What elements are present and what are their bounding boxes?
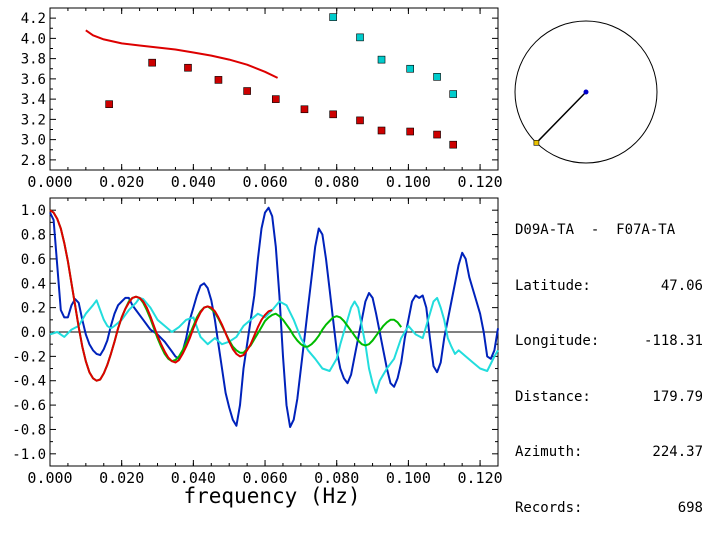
- azimuth-compass: [514, 20, 658, 164]
- red-data-point: [406, 127, 414, 136]
- cyan-data-point: [433, 73, 441, 81]
- y-tick-label: 4.0: [21, 31, 46, 47]
- top-plot-frame: [49, 7, 499, 171]
- blue-series-line: [49, 206, 499, 428]
- red-data-point: [449, 140, 458, 149]
- x-tick-label: 0.000: [27, 469, 72, 487]
- station-info-panel: D09A-TA - F07A-TA Latitude: 47.06 Longitu…: [515, 184, 702, 536]
- red-data-point: [214, 76, 223, 84]
- red-data-point: [356, 116, 364, 125]
- info-value: 224.37: [652, 444, 702, 460]
- azimuth-line: [535, 91, 587, 144]
- station-center-marker: [583, 89, 589, 95]
- cyan-data-point: [406, 64, 414, 73]
- x-axis-label: frequency (Hz): [183, 484, 360, 508]
- top-axes: 0.000 0.020 0.040 0.060 0.080 0.100 0.120 2.8 3.…: [21, 8, 503, 191]
- red-data-point: [433, 130, 441, 139]
- x-tick-label: 0.040: [171, 173, 216, 191]
- info-row-records: Records: 698: [515, 499, 702, 518]
- x-tick-label: 0.000: [27, 173, 72, 191]
- x-tick-label: 0.120: [458, 469, 503, 487]
- top-data-marks: [85, 13, 458, 149]
- station-pair-title: D09A-TA - F07A-TA: [515, 222, 676, 238]
- red-data-point: [105, 100, 113, 108]
- y-tick-label: 3.8: [21, 52, 46, 68]
- y-tick-label: -0.6: [12, 398, 46, 414]
- y-tick-label: 0.4: [21, 276, 46, 292]
- bottom-axes: 0.000 0.020 0.040 0.060 0.080 0.100 0.120 1.0 0.…: [12, 198, 503, 487]
- info-label: Latitude:: [515, 277, 591, 294]
- seismic-dispersion-figure: 0.000 0.020 0.040 0.060 0.080 0.100 0.120 2.8 3.…: [12, 7, 658, 508]
- y-tick-label: 1.0: [21, 203, 46, 219]
- info-row-distance: Distance: 179.79: [515, 388, 702, 407]
- y-tick-label: 0.2: [21, 301, 46, 317]
- y-tick-label: 0.8: [21, 228, 46, 244]
- x-tick-label: 0.040: [171, 469, 216, 487]
- y-tick-label: 2.8: [21, 153, 46, 169]
- red-data-point: [300, 105, 309, 114]
- info-label: Distance:: [515, 388, 591, 405]
- info-row-azimuth: Azimuth: 224.37: [515, 443, 702, 462]
- correlation-panel: 0.000 0.020 0.040 0.060 0.080 0.100 0.120 1.0 0.…: [12, 197, 503, 508]
- cyan-data-point: [356, 33, 364, 42]
- info-label: Azimuth:: [515, 444, 583, 460]
- x-tick-label: 0.100: [386, 173, 431, 191]
- y-tick-label: 3.6: [21, 72, 46, 88]
- info-value: -118.31: [643, 333, 702, 349]
- x-tick-label: 0.020: [99, 173, 144, 191]
- compass-circle: [514, 20, 658, 164]
- info-row-latitude: Latitude: 47.06: [515, 277, 702, 296]
- velocity-dispersion-panel: 0.000 0.020 0.040 0.060 0.080 0.100 0.120 2.8 3.…: [21, 7, 503, 191]
- x-tick-label: 0.020: [99, 469, 144, 487]
- red-series-line: [49, 209, 273, 382]
- red-data-point: [243, 87, 251, 95]
- y-tick-label: -1.0: [12, 447, 46, 463]
- x-tick-label: 0.120: [458, 173, 503, 191]
- green-series-line: [49, 209, 402, 382]
- x-tick-label: 0.060: [242, 173, 287, 191]
- red-data-point: [271, 95, 280, 103]
- cyan-data-point: [329, 13, 337, 21]
- y-tick-label: -0.4: [12, 374, 46, 390]
- y-tick-label: -0.2: [12, 349, 46, 365]
- y-tick-label: -0.8: [12, 422, 46, 438]
- info-row-longitude: Longitude: -118.31: [515, 332, 702, 351]
- y-tick-label: 3.0: [21, 133, 46, 149]
- line-series-line: [85, 29, 279, 79]
- cyan-data-point: [449, 90, 458, 98]
- info-value: 179.79: [652, 388, 702, 405]
- bottom-data-lines: [49, 206, 499, 428]
- red-data-point: [148, 58, 156, 67]
- info-value: 698: [677, 499, 702, 516]
- x-tick-label: 0.080: [314, 173, 359, 191]
- y-tick-label: 3.2: [21, 112, 46, 128]
- info-label: Records:: [515, 499, 583, 516]
- x-tick-label: 0.080: [314, 469, 359, 487]
- x-tick-label: 0.100: [386, 469, 431, 487]
- red-data-point: [184, 63, 192, 72]
- y-tick-label: 3.4: [21, 92, 46, 108]
- cyan-data-point: [377, 55, 386, 64]
- info-label: Longitude:: [515, 333, 600, 349]
- x-tick-label: 0.060: [242, 469, 287, 487]
- red-data-point: [329, 110, 337, 119]
- info-value: 47.06: [660, 277, 702, 294]
- y-tick-label: 4.2: [21, 11, 46, 27]
- y-tick-label: 0.0: [21, 325, 46, 341]
- red-data-point: [377, 126, 386, 135]
- station-edge-marker: [533, 140, 540, 146]
- y-tick-label: 0.6: [21, 252, 46, 268]
